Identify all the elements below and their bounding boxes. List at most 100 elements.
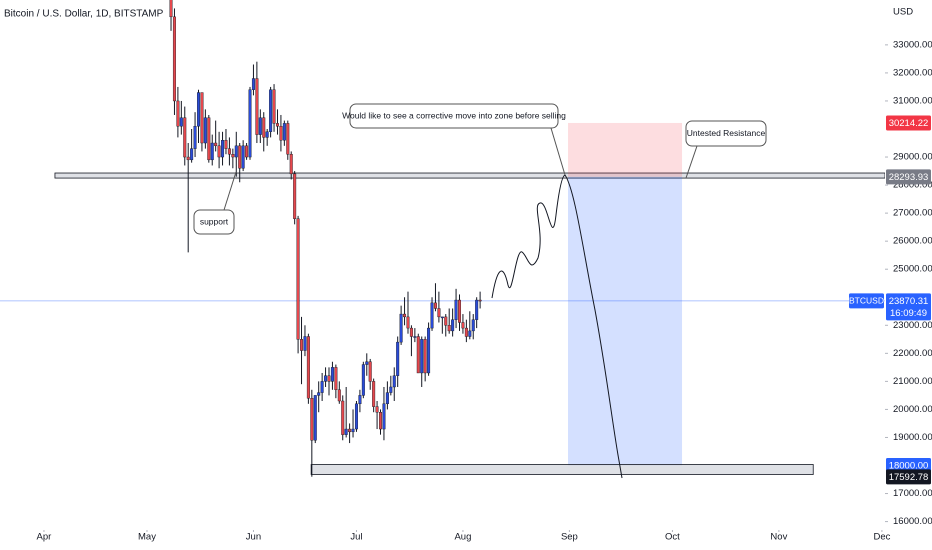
- candle-body: [385, 392, 389, 405]
- y-tick-label: 17000.00: [893, 488, 932, 499]
- y-tick-label: 16000.00: [893, 516, 932, 527]
- candle-body: [406, 316, 410, 329]
- candle-body: [365, 361, 369, 365]
- last-price-tag: [886, 293, 931, 321]
- price-tag-label: 18000.00: [889, 461, 929, 472]
- candle-body: [348, 428, 352, 433]
- candle-body: [320, 381, 324, 393]
- candle-body: [375, 406, 379, 413]
- target-zone: [568, 176, 683, 466]
- price-tag: [886, 469, 931, 485]
- candle-body: [245, 145, 249, 158]
- candle-body: [478, 299, 482, 302]
- symbol-tag: [849, 293, 884, 309]
- candle-body: [330, 367, 334, 382]
- y-tick-label: 32000.00: [893, 67, 932, 78]
- candle-body: [231, 154, 235, 158]
- candle-body: [341, 400, 345, 435]
- candle-body: [272, 89, 276, 124]
- y-tick-label: 28000.00: [893, 180, 932, 191]
- stop-zone: [568, 122, 683, 177]
- candle-body: [475, 299, 479, 320]
- candle-body: [464, 327, 468, 337]
- price-tag: [886, 115, 931, 131]
- candle-body: [217, 145, 221, 158]
- candle-body: [327, 375, 331, 382]
- candle-body: [389, 386, 393, 393]
- candle-body: [255, 78, 259, 135]
- candle-body: [248, 89, 252, 158]
- candle-body: [461, 322, 465, 329]
- candle-body: [413, 336, 417, 338]
- candle-body: [289, 154, 293, 175]
- candle-body: [210, 142, 214, 161]
- candle-body: [190, 148, 194, 161]
- candle-body: [358, 395, 362, 405]
- callout: Untested Resistance: [685, 120, 767, 179]
- y-tick-label: 23000.00: [893, 320, 932, 331]
- y-tick-label: 22000.00: [893, 348, 932, 359]
- candle-body: [214, 142, 218, 147]
- resistance-zone: [54, 172, 885, 179]
- candle-body: [227, 148, 231, 155]
- y-tick-label: 25000.00: [893, 264, 932, 275]
- price-tag: [886, 458, 931, 474]
- candle-body: [392, 375, 396, 388]
- x-tick-label: Sep: [561, 532, 578, 543]
- candle-body: [172, 16, 176, 102]
- candle-body: [262, 117, 266, 138]
- candle-body: [471, 319, 475, 332]
- candle-body: [344, 428, 348, 435]
- annotation: Would like to see a corrective move into…: [342, 110, 566, 120]
- candle-body: [183, 117, 187, 158]
- support-zone: [310, 464, 814, 475]
- candle-body: [221, 140, 225, 158]
- callout: support: [193, 171, 237, 235]
- candle-body: [306, 336, 310, 399]
- candle-body: [379, 412, 383, 430]
- candle-body: [361, 364, 365, 396]
- candle-body: [423, 339, 427, 374]
- candle-body: [193, 125, 197, 149]
- candle-body: [430, 302, 434, 329]
- candle-body: [437, 308, 441, 318]
- countdown-label: 16:09:49: [890, 308, 927, 319]
- candle-body: [457, 299, 461, 323]
- candle-body: [444, 316, 448, 326]
- candle-body: [317, 392, 321, 396]
- y-tick-label: 31000.00: [893, 95, 932, 106]
- candle-body: [203, 117, 207, 144]
- x-tick-label: Apr: [37, 532, 52, 543]
- symbol-label: BTCUSD: [849, 296, 884, 306]
- price-tag-label: 28293.93: [889, 172, 929, 183]
- candle-body: [238, 145, 242, 169]
- candle-body: [396, 341, 400, 376]
- candle-body: [300, 339, 304, 351]
- y-tick-label: 29000.00: [893, 152, 932, 163]
- candle-body: [293, 173, 297, 219]
- candle-body: [296, 218, 300, 340]
- price-tag-label: 30214.22: [889, 118, 929, 129]
- x-tick-label: Oct: [665, 532, 680, 543]
- annotation: support: [200, 216, 229, 226]
- candle-body: [179, 117, 183, 127]
- last-price-label: 23870.31: [889, 296, 929, 307]
- price-tag-label: 17592.78: [889, 472, 929, 483]
- candle-body: [279, 125, 283, 141]
- candle-body: [334, 367, 338, 390]
- y-tick-label: 19000.00: [893, 432, 932, 443]
- candle-body: [310, 398, 314, 441]
- candle-body: [454, 299, 458, 320]
- candle-body: [409, 327, 413, 337]
- candle-body: [416, 336, 420, 374]
- candle-body: [251, 78, 255, 90]
- candle-body: [337, 389, 341, 402]
- candle-body: [303, 336, 307, 351]
- candle-body: [241, 145, 245, 169]
- candle-body: [265, 131, 269, 138]
- candle-body: [420, 339, 424, 374]
- price-tag: [886, 169, 931, 185]
- candle-body: [200, 92, 204, 144]
- candle-body: [382, 403, 386, 430]
